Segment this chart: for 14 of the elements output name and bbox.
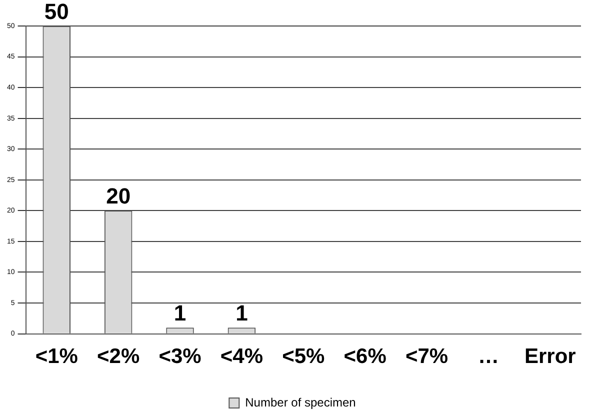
x-tick-label: <1% (35, 345, 78, 368)
data-label: 1 (236, 300, 248, 326)
data-label: 50 (44, 0, 69, 24)
x-tick-label: <3% (158, 345, 202, 368)
data-label: 1 (174, 300, 186, 326)
x-tick-label: <6% (344, 345, 387, 368)
x-tick-label: Error (524, 345, 576, 368)
x-tick-label: <5% (282, 345, 326, 368)
x-tick-label: <7% (405, 345, 448, 368)
x-tick-label: <2% (97, 345, 140, 368)
x-tick-label: <4% (220, 345, 264, 368)
x-tick-label: … (478, 345, 499, 368)
data-label: 20 (106, 184, 131, 209)
legend-label: Number of specimen (245, 395, 356, 410)
